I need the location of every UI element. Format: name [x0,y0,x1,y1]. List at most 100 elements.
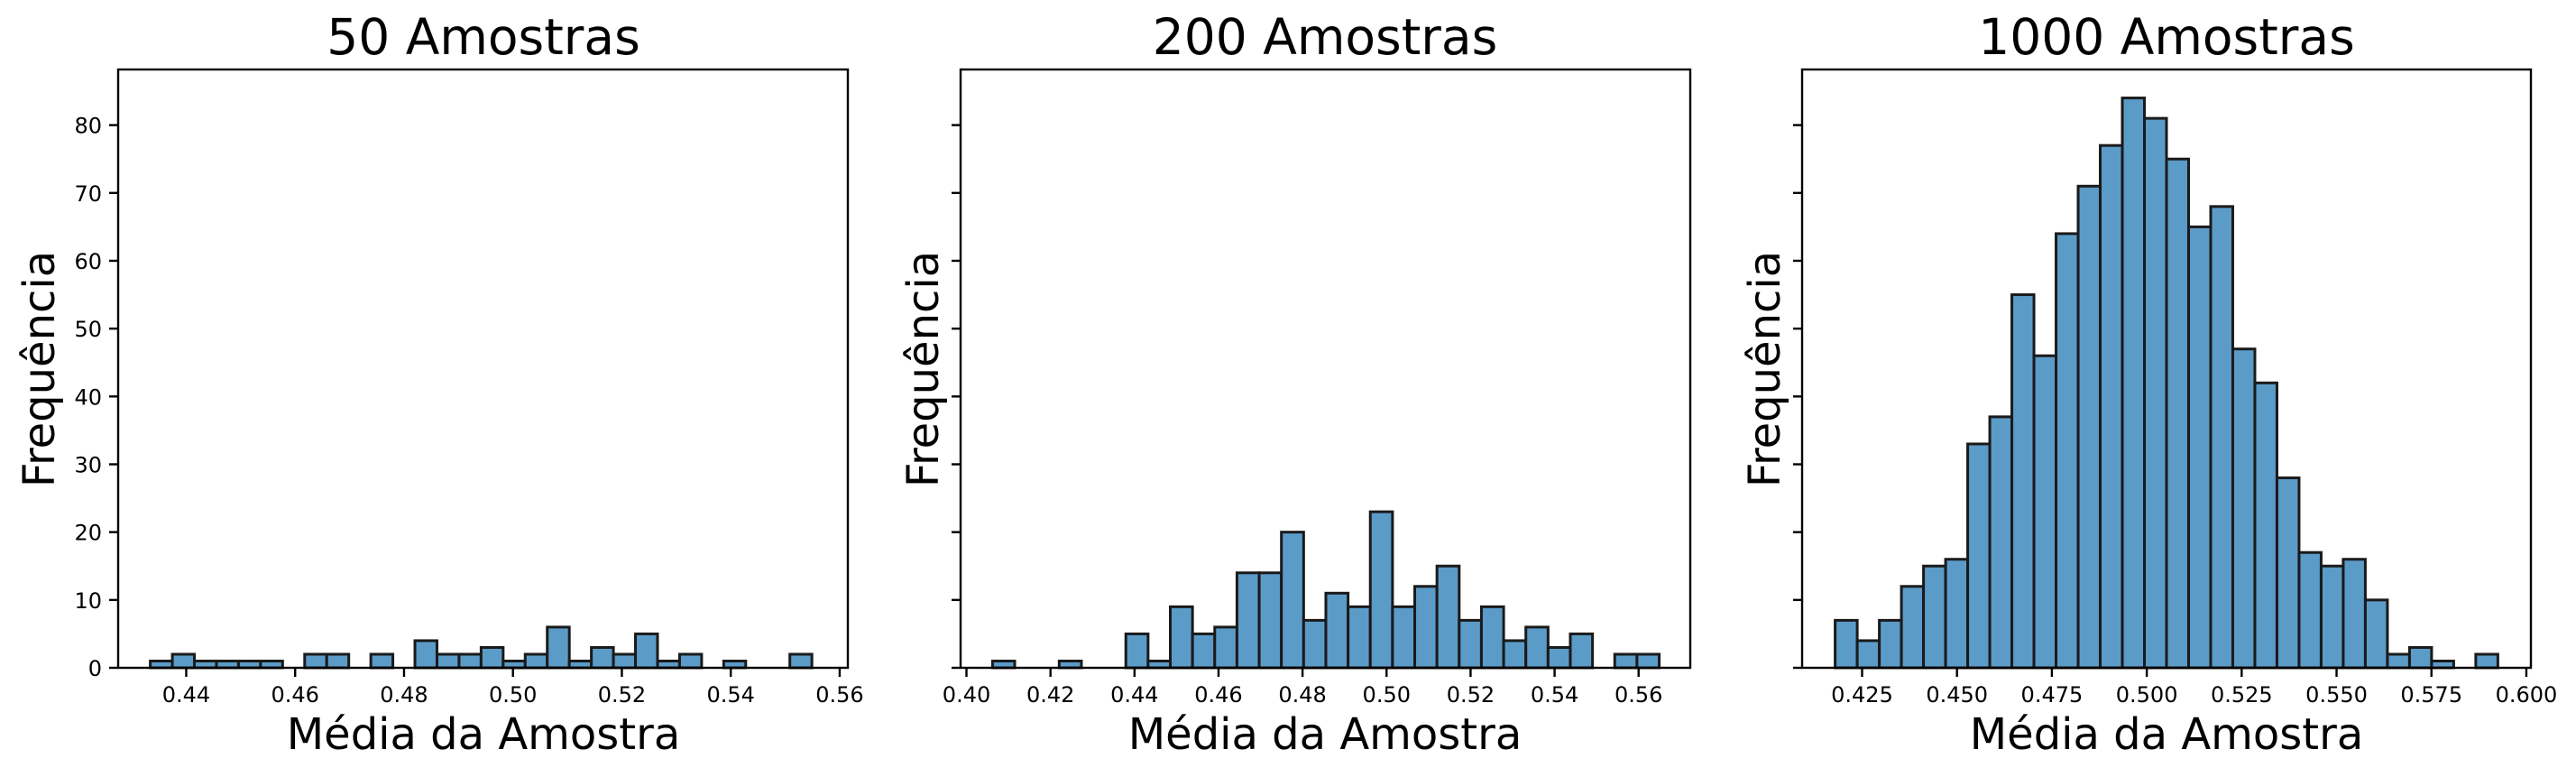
x-tick-label: 0.600 [2496,682,2558,708]
chart-title: 200 Amostras [1153,8,1498,66]
y-tick-label: 20 [74,521,102,546]
histogram-bar [2253,381,2278,670]
bars-group [149,625,814,670]
x-ticks: 0.44 0.46 0.48 0.50 0.52 0.54 0.56 [162,668,864,708]
histogram-bar [1391,605,1417,670]
histogram-bar [788,652,814,670]
y-tick-label: 30 [74,452,102,477]
x-tick-label: 0.56 [815,682,863,708]
histogram-bar [1966,442,1992,670]
x-axis-label: Média da Amostra [1970,709,2364,760]
histogram-bar [1479,605,1505,670]
histogram-bar [1944,558,1970,670]
panel-1000-amostras: 1000 Amostras 0.425 0.450 0.475 0.500 0.525 0… [1740,8,2557,760]
x-tick-label: 0.46 [1194,682,1242,708]
histogram-bar [435,652,461,670]
y-tick-label: 10 [74,588,102,614]
chart-title: 50 Amostras [327,8,640,66]
x-tick-label: 0.44 [1110,682,1158,708]
x-tick-label: 0.52 [1447,682,1495,708]
x-tick-label: 0.48 [380,682,428,708]
histogram-bar [2231,347,2257,670]
histogram-bar [2275,476,2301,670]
histogram-bar [2099,143,2124,670]
panel-200-amostras: 200 Amostras 0.40 0.42 0.44 0.46 0.48 0.50 0.5… [898,8,1692,760]
x-tick-label: 0.44 [162,682,210,708]
histogram-bar [2209,205,2234,670]
y-tick-label: 80 [74,114,102,139]
histogram-bar [2165,157,2190,670]
histogram-bar [369,652,395,670]
histogram-bar [2363,598,2389,670]
y-tick-label: 40 [74,384,102,410]
y-tick-label: 70 [74,181,102,207]
plot-frame [1800,68,2533,670]
histogram-bar [1458,618,1483,670]
histogram-bar [1546,645,1572,670]
histogram-bar [1280,531,1305,670]
histogram-bar [1922,564,1947,670]
x-tick-label: 0.450 [1926,682,1988,708]
x-axis-label: Média da Amostra [1128,709,1523,760]
x-tick-label: 0.54 [1531,682,1578,708]
histogram-bar [1368,510,1394,670]
y-axis-label: Frequência [14,251,65,487]
histogram-bar [1413,585,1439,670]
histogram-bar [303,652,328,670]
x-tick-label: 0.500 [2116,682,2178,708]
x-axis-label: Média da Amostra [287,709,681,760]
histogram-bar [1878,618,1903,670]
bars-group [990,510,1661,670]
histogram-bar [2319,564,2345,670]
y-ticks: 0 10 20 30 40 50 60 70 80 [74,114,118,681]
histogram-bar [590,645,615,670]
x-tick-label: 0.54 [706,682,754,708]
histogram-bar [1257,571,1283,670]
x-tick-label: 0.40 [943,682,990,708]
x-tick-label: 0.525 [2211,682,2273,708]
histogram-bar [1900,585,1926,670]
histogram-bar [2186,225,2213,670]
histogram-bar [325,652,351,670]
histogram-bar [2341,558,2367,670]
histogram-bar [1635,652,1661,670]
histogram-bar [523,652,549,670]
y-ticks [952,124,961,670]
y-axis-label: Frequência [898,251,949,487]
panel-50-amostras: 50 Amostras 0.44 0.46 0.48 0.50 0.52 0.54 0.56… [14,8,864,760]
histogram-bar [2143,116,2168,670]
histogram-bar [457,652,483,670]
histogram-bar [1347,605,1372,670]
histogram-bar [1124,632,1150,670]
histogram-bar [2121,97,2147,670]
bars-group [1834,97,2499,670]
histogram-bar [1169,605,1194,670]
histogram-bar [2032,354,2058,670]
plot-frame [116,68,850,670]
histogram-bar [2055,232,2080,670]
histogram-bar [612,652,638,670]
x-tick-label: 0.50 [489,682,537,708]
histogram-bar [2474,652,2499,670]
histogram-bar [634,632,659,670]
x-ticks: 0.40 0.42 0.44 0.46 0.48 0.50 0.52 0.54 0.56 [943,668,1662,708]
histogram-bar [1302,618,1328,670]
histogram-bar [1569,632,1595,670]
x-tick-label: 0.48 [1278,682,1326,708]
histogram-bar [2386,652,2411,670]
histogram-bar [1524,625,1550,670]
y-tick-label: 0 [88,656,102,681]
histogram-bar [413,639,438,670]
histogram-bar [1213,625,1238,670]
y-axis-label: Frequência [1740,251,1790,487]
histogram-bar [1834,618,1859,670]
histogram-bar [2407,645,2433,670]
histogram-bar [170,652,197,670]
histogram-bar [2076,184,2102,670]
histogram-bar [479,645,505,670]
x-ticks: 0.425 0.450 0.475 0.500 0.525 0.550 0.575 0.600 [1831,668,2557,708]
plot-frame [959,68,1692,670]
x-tick-label: 0.425 [1831,682,1893,708]
histogram-bar [677,652,704,670]
